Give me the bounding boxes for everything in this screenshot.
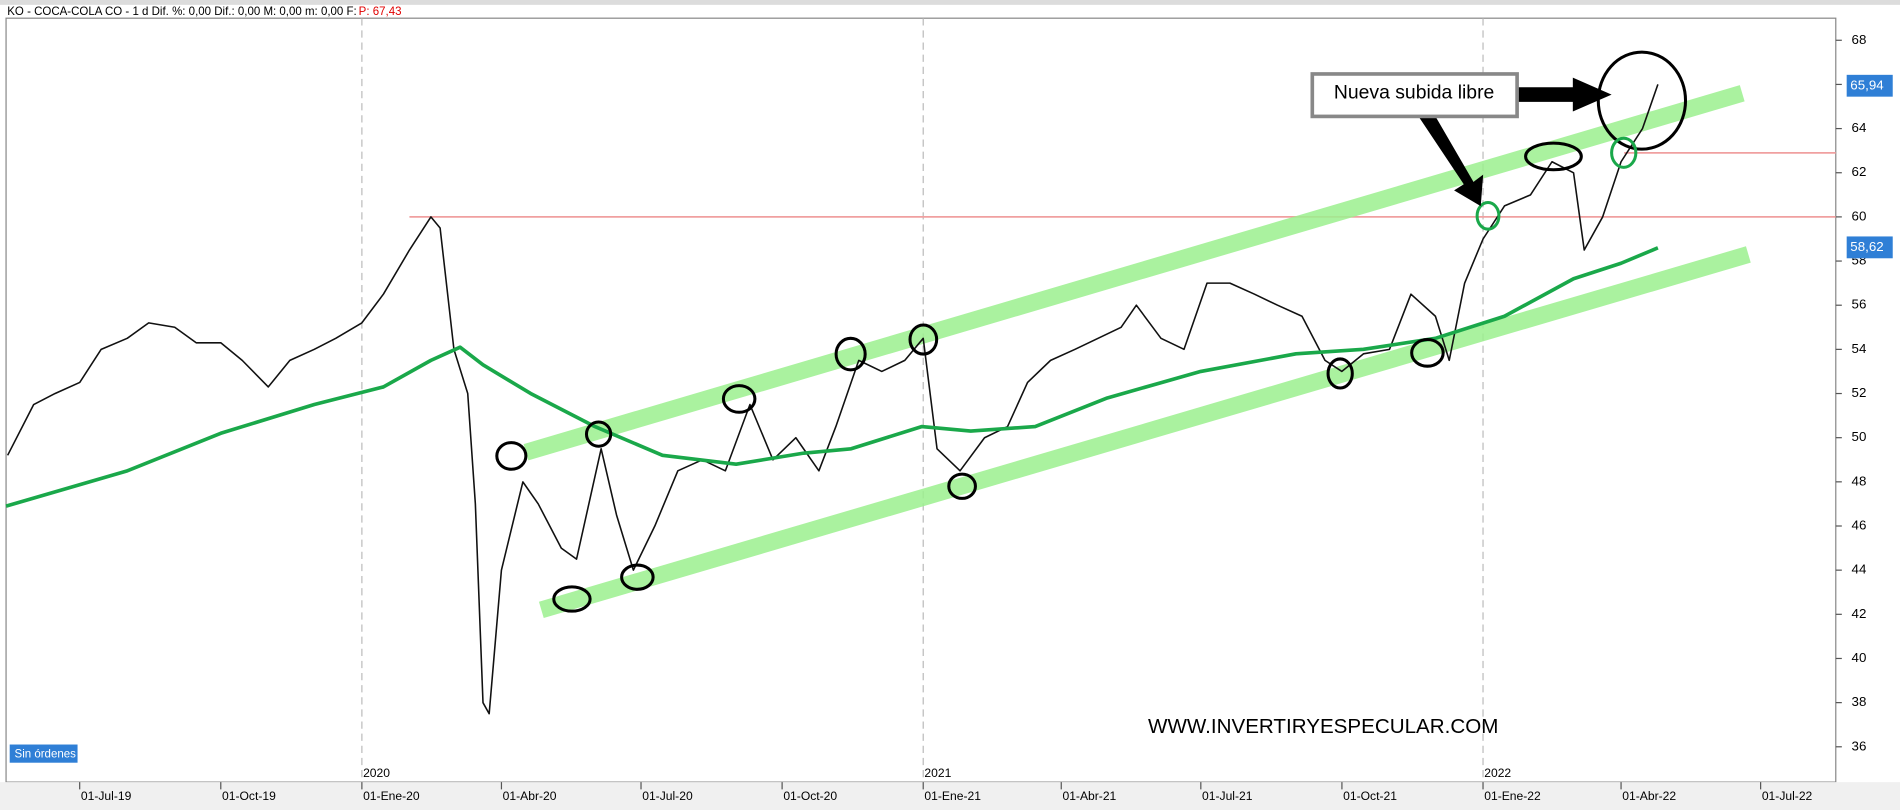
y-tick-label: 46: [1852, 518, 1867, 533]
x-tick-label: 01-Jul-19: [81, 789, 132, 803]
x-tick-label: 01-Ene-20: [363, 789, 420, 803]
y-tick-label: 52: [1852, 385, 1867, 400]
price-label-box: [1846, 236, 1893, 259]
x-tick-label: 01-Abr-21: [1062, 789, 1116, 803]
axes: 363840424446485052545658606264666801-Jul…: [79, 32, 1893, 803]
price-label: 58,62: [1850, 239, 1883, 254]
oval: [1410, 338, 1445, 368]
oval: [947, 472, 977, 500]
grid: [361, 18, 1836, 783]
oval: [584, 420, 613, 448]
arrow: [1417, 106, 1484, 207]
x-tick-label: 01-Oct-19: [222, 789, 276, 803]
oval: [552, 585, 592, 613]
y-tick-label: 60: [1852, 208, 1867, 223]
price-label: 65,94: [1850, 77, 1884, 92]
oval: [1326, 357, 1354, 390]
oval: [834, 336, 867, 372]
channel-band: [523, 85, 1745, 461]
header-text: KO - COCA-COLA CO - 1 d Dif. %: 0,00 Dif…: [7, 6, 356, 18]
y-tick-label: 42: [1852, 606, 1867, 621]
year-label: 2022: [1484, 766, 1511, 780]
price-label-box: [1846, 74, 1893, 97]
x-tick-label: 01-Oct-21: [1343, 789, 1397, 803]
x-tick-label: 01-Oct-20: [783, 789, 837, 803]
y-tick-label: 56: [1852, 297, 1867, 312]
annotation-arrows: [1417, 77, 1612, 207]
x-tick-label: 01-Jul-20: [642, 789, 693, 803]
y-tick-label: 62: [1852, 164, 1867, 179]
oval: [1610, 136, 1638, 169]
annotation-box: [1310, 72, 1519, 119]
year-label: 2021: [924, 766, 951, 780]
status-box: [9, 744, 78, 763]
series-line: [6, 84, 1659, 715]
top-bar: [0, 0, 1900, 5]
watermark: WWW.INVERTIRYESPECULAR.COM: [1148, 715, 1498, 738]
y-tick-label: 40: [1852, 650, 1867, 665]
y-tick-label: 64: [1852, 120, 1867, 135]
y-tick-label: 50: [1852, 429, 1867, 444]
annotation-ovals: [495, 50, 1688, 613]
status-text: Sin órdenes: [15, 748, 77, 760]
y-tick-label: 54: [1852, 341, 1867, 356]
oval: [908, 323, 939, 356]
x-axis-bar: [0, 782, 1900, 810]
x-tick-label: 01-Ene-22: [1484, 789, 1541, 803]
oval: [721, 384, 757, 414]
oval: [620, 563, 655, 591]
y-tick-label: 48: [1852, 473, 1867, 488]
channels: [523, 85, 1751, 619]
x-tick-label: 01-Ene-21: [924, 789, 981, 803]
header-price: P: 67,43: [359, 6, 402, 18]
y-tick-label: 44: [1852, 562, 1867, 577]
annotation-text: Nueva subida libre: [1334, 81, 1494, 103]
x-tick-label: 01-Abr-20: [503, 789, 557, 803]
x-tick-label: 01-Jul-21: [1202, 789, 1253, 803]
y-tick-label: 68: [1852, 32, 1867, 47]
year-label: 2020: [363, 766, 390, 780]
oval: [495, 441, 528, 471]
arrow: [1517, 77, 1612, 112]
y-tick-label: 38: [1852, 694, 1867, 709]
channel-band: [538, 246, 1751, 619]
oval: [1524, 141, 1583, 172]
x-tick-label: 01-Abr-22: [1622, 789, 1676, 803]
x-tick-label: 01-Jul-22: [1762, 789, 1813, 803]
y-tick-label: 36: [1852, 738, 1867, 753]
oval: [1475, 200, 1501, 231]
oval: [1596, 50, 1688, 151]
